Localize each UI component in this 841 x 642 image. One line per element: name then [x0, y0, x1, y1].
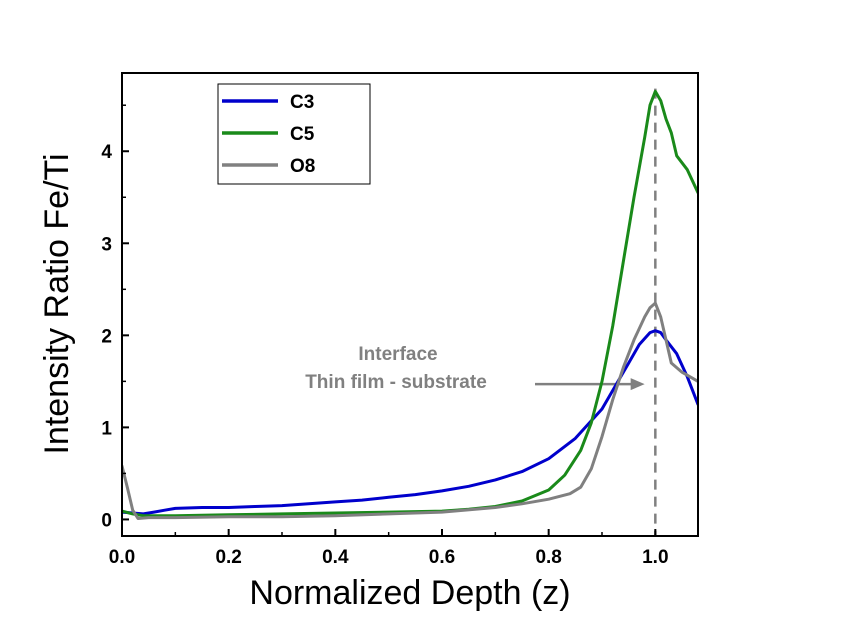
x-tick-label: 0.4 [322, 547, 349, 568]
plot-frame [121, 72, 699, 537]
series-line-c3 [122, 329, 698, 516]
x-axis-title: Normalized Depth (z) [249, 574, 570, 612]
y-tick-label: 2 [101, 326, 112, 347]
y-tick-label: 0 [101, 510, 112, 531]
legend: C3 C5 O8 [217, 83, 371, 185]
y-tick-label: 4 [101, 142, 112, 163]
y-axis-title: Intensity Ratio Fe/Ti [38, 153, 76, 454]
x-tick-label: 0.2 [215, 547, 241, 568]
series-line-c5 [122, 89, 698, 518]
series-line-o8 [122, 301, 698, 520]
x-tick-label: 0.0 [109, 547, 135, 568]
legend-label-c3: C3 [290, 92, 314, 113]
y-tick-label: 1 [101, 418, 112, 439]
x-tick-label: 1.0 [642, 547, 668, 568]
plot-content [535, 88, 657, 536]
x-tick-label: 0.8 [535, 547, 561, 568]
annotation-arrowhead [630, 378, 645, 391]
legend-label-o8: O8 [290, 156, 315, 177]
x-tick-label: 0.6 [429, 547, 455, 568]
annotation: Interface Thin film - substrate [305, 344, 487, 393]
legend-label-c5: C5 [290, 124, 315, 145]
series-group [122, 89, 698, 520]
y-tick-label: 3 [101, 234, 112, 255]
annotation-line-1: Interface [358, 344, 437, 365]
annotation-line-2: Thin film - substrate [305, 372, 487, 393]
axes-group: 0.0 0.2 0.4 0.6 0.8 1.0 0 1 2 3 4 [101, 104, 669, 568]
